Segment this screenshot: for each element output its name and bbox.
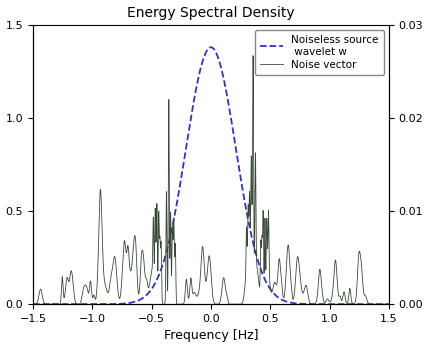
Legend: Noiseless source
 wavelet w, Noise vector: Noiseless source wavelet w, Noise vector	[255, 30, 384, 75]
Noise vector	[384, 302, 389, 306]
X-axis label: Frequency [Hz]: Frequency [Hz]	[164, 330, 258, 342]
Noiseless source
 wavelet w	[387, 302, 392, 306]
Noiseless source
 wavelet w	[190, 107, 195, 111]
Noise vector	[387, 302, 392, 306]
Line: Noiseless source
 wavelet w: Noiseless source wavelet w	[33, 47, 389, 304]
Noiseless source
 wavelet w	[113, 302, 118, 306]
Noiseless source
 wavelet w	[117, 302, 122, 306]
Noise vector	[115, 284, 120, 288]
Line: Noise vector: Noise vector	[33, 56, 389, 304]
Noiseless source
 wavelet w	[165, 247, 170, 252]
Noiseless source
 wavelet w	[208, 45, 214, 49]
Noise vector	[113, 259, 118, 263]
Noise vector	[251, 54, 256, 58]
Noise vector	[30, 302, 36, 306]
Noise vector	[190, 290, 195, 294]
Noiseless source
 wavelet w	[384, 302, 389, 306]
Noiseless source
 wavelet w	[115, 302, 120, 306]
Noiseless source
 wavelet w	[30, 302, 36, 306]
Noise vector	[165, 261, 170, 265]
Noise vector	[117, 296, 122, 300]
Title: Energy Spectral Density: Energy Spectral Density	[127, 6, 295, 19]
